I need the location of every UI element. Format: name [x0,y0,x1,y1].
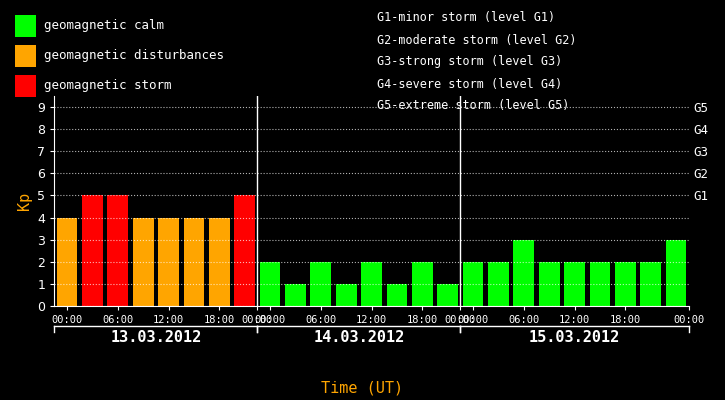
Bar [666,240,687,306]
Y-axis label: Kp: Kp [17,192,32,210]
Bar [615,262,636,306]
Bar [260,262,281,306]
Bar [437,284,458,306]
Bar [285,284,306,306]
Text: 15.03.2012: 15.03.2012 [529,330,620,346]
Bar [82,196,103,306]
Bar [412,262,433,306]
Bar [183,218,204,306]
Bar [234,196,255,306]
Bar [310,262,331,306]
Bar [513,240,534,306]
Bar [133,218,154,306]
Bar [640,262,661,306]
Text: 13.03.2012: 13.03.2012 [110,330,202,346]
Bar [107,196,128,306]
Text: G2-moderate storm (level G2): G2-moderate storm (level G2) [377,34,576,46]
Bar [564,262,585,306]
Bar [209,218,230,306]
Text: geomagnetic storm: geomagnetic storm [44,80,171,92]
Bar [158,218,179,306]
Text: Time (UT): Time (UT) [321,380,404,396]
Text: G3-strong storm (level G3): G3-strong storm (level G3) [377,56,563,68]
Text: G5-extreme storm (level G5): G5-extreme storm (level G5) [377,100,569,112]
Bar [539,262,560,306]
Bar [488,262,509,306]
Text: G4-severe storm (level G4): G4-severe storm (level G4) [377,78,563,90]
Bar [57,218,78,306]
Text: G1-minor storm (level G1): G1-minor storm (level G1) [377,12,555,24]
Text: geomagnetic disturbances: geomagnetic disturbances [44,50,223,62]
Text: geomagnetic calm: geomagnetic calm [44,20,164,32]
Bar [361,262,382,306]
Bar [336,284,357,306]
Bar [386,284,407,306]
Text: 14.03.2012: 14.03.2012 [313,330,405,346]
Bar [463,262,484,306]
Bar [589,262,610,306]
